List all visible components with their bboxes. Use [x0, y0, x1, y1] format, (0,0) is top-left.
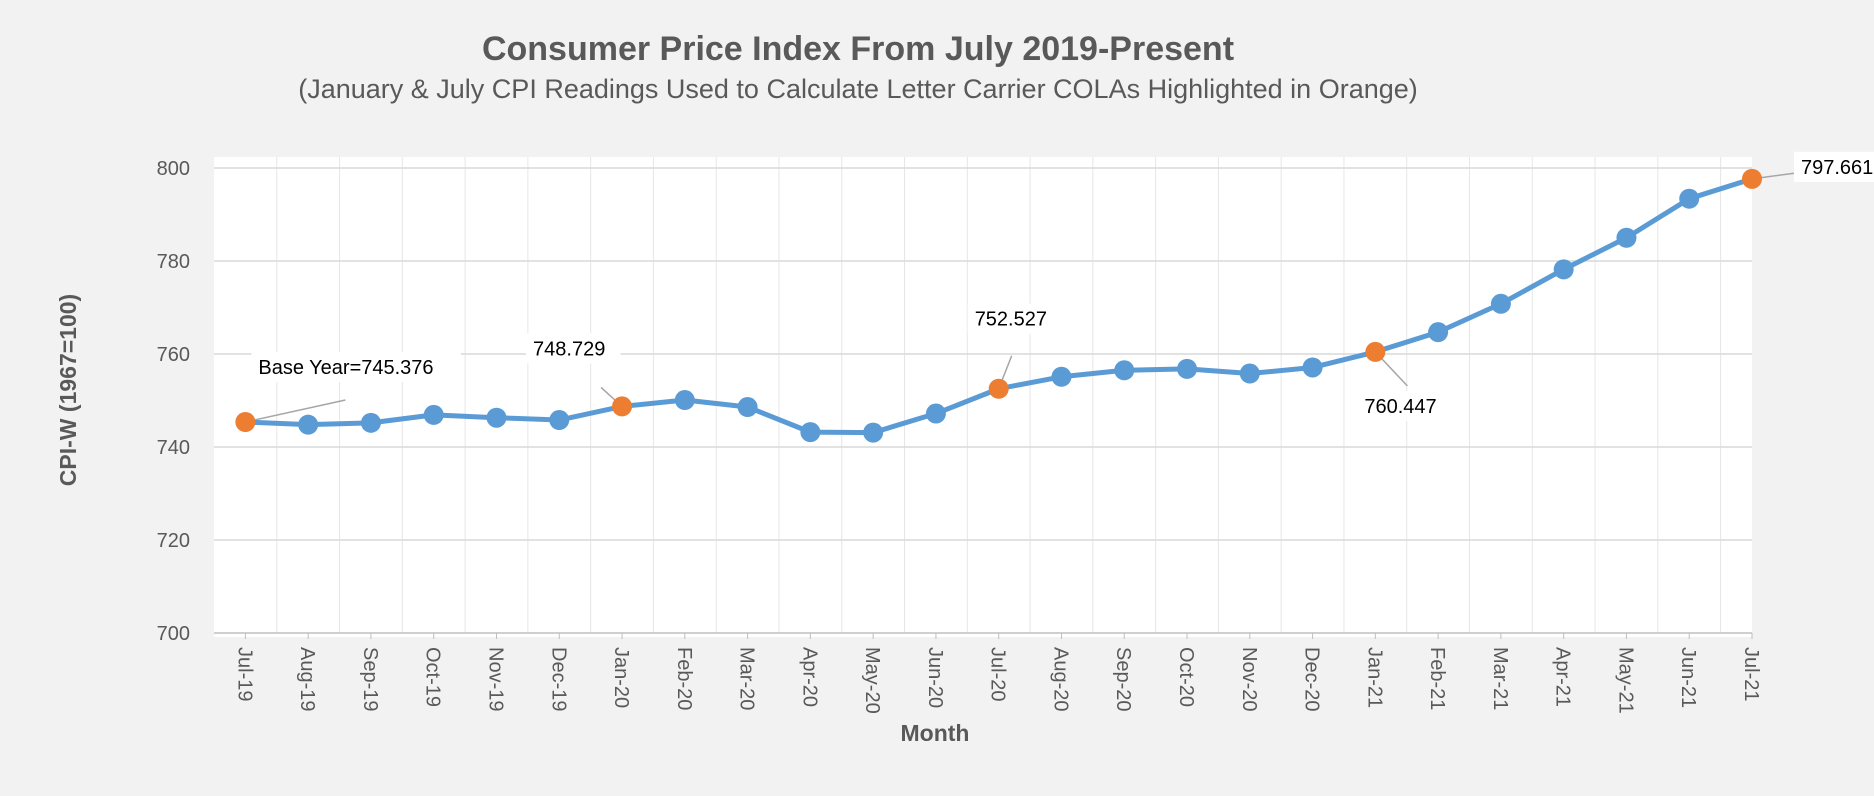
data-point	[1553, 259, 1574, 280]
data-point	[1490, 293, 1511, 314]
data-point	[863, 422, 884, 443]
data-label: Base Year=745.376	[258, 357, 433, 379]
data-point	[1679, 188, 1700, 209]
highlight-point	[235, 412, 256, 433]
data-label-background	[251, 352, 461, 383]
y-axis-title: CPI-W (1967=100)	[55, 294, 81, 486]
data-point	[298, 414, 319, 435]
data-label: 752.527	[975, 309, 1047, 331]
highlight-point	[612, 396, 633, 417]
data-label: 797.661	[1801, 157, 1873, 179]
highlight-point	[1742, 168, 1762, 189]
data-point	[1428, 322, 1449, 343]
x-tick-label: Mar-20	[736, 647, 758, 710]
data-point	[737, 397, 758, 418]
data-point	[674, 390, 695, 411]
x-tick-label: May-20	[861, 647, 883, 714]
chart-subtitle: (January & July CPI Readings Used to Cal…	[298, 74, 1418, 104]
x-tick-label: Mar-21	[1489, 647, 1511, 710]
x-tick-label: Jul-21	[1740, 647, 1762, 701]
x-tick-label: Aug-20	[1049, 647, 1071, 712]
data-labels: Base Year=745.376 748.729 752.527 760.447 79…	[251, 151, 1874, 421]
x-tick-label: Aug-19	[296, 647, 318, 712]
data-label: 760.447	[1364, 396, 1436, 418]
series	[235, 168, 1762, 443]
x-tick-label: Jul-19	[233, 647, 255, 701]
data-label-background	[1357, 390, 1452, 421]
data-point	[1302, 357, 1323, 378]
x-tick-label: Dec-19	[547, 647, 569, 711]
grid	[214, 157, 1752, 634]
x-tick-label: Nov-19	[484, 647, 506, 711]
data-point	[1616, 227, 1637, 248]
x-tick-label: Apr-21	[1552, 647, 1574, 707]
x-tick-label: Nov-20	[1238, 647, 1260, 711]
data-point	[360, 412, 381, 433]
x-axis-title: Month	[901, 720, 970, 746]
data-label-background	[967, 303, 1063, 334]
data-point	[1051, 366, 1072, 387]
leader-line	[245, 399, 346, 423]
x-tick-label: Jan-20	[610, 647, 632, 708]
x-tick-label: Jun-21	[1677, 647, 1699, 708]
highlight-point	[988, 378, 1009, 399]
data-point	[1177, 358, 1198, 379]
y-tick-label: 800	[157, 158, 190, 180]
data-label: 748.729	[533, 338, 605, 360]
x-tick-label: Jun-20	[924, 647, 946, 708]
x-tick-label: Oct-20	[1175, 647, 1197, 707]
data-point	[486, 407, 507, 428]
x-tick-label: Sep-20	[1112, 647, 1134, 712]
data-label-background	[1794, 151, 1874, 182]
data-point	[1114, 360, 1135, 381]
x-tick-label: Dec-20	[1301, 647, 1323, 711]
x-tick-label: Feb-20	[673, 647, 695, 710]
data-point	[1239, 363, 1260, 384]
data-point	[800, 422, 821, 443]
y-tick-label: 760	[157, 344, 190, 366]
axes: 700 720 740 760 780 800 Jul-19 Aug-19 Sep-19 Oct-…	[157, 158, 1762, 714]
x-tick-label: May-21	[1614, 647, 1636, 714]
data-point	[423, 404, 444, 425]
x-tick-label: Apr-20	[798, 647, 820, 707]
highlight-point	[1365, 341, 1386, 362]
chart-title: Consumer Price Index From July 2019-Pres…	[482, 30, 1234, 68]
x-tick-label: Oct-19	[422, 647, 444, 707]
y-tick-label: 740	[157, 437, 190, 459]
data-point	[549, 410, 570, 431]
data-point	[925, 403, 946, 424]
x-tick-label: Feb-21	[1426, 647, 1448, 710]
x-tick-label: Sep-19	[359, 647, 381, 712]
y-tick-label: 720	[157, 530, 190, 552]
x-tick-label: Jul-20	[987, 647, 1009, 701]
data-label-background	[526, 333, 621, 364]
x-tick-label: Jan-21	[1363, 647, 1385, 708]
y-tick-label: 780	[157, 251, 190, 273]
y-tick-label: 700	[157, 623, 190, 645]
